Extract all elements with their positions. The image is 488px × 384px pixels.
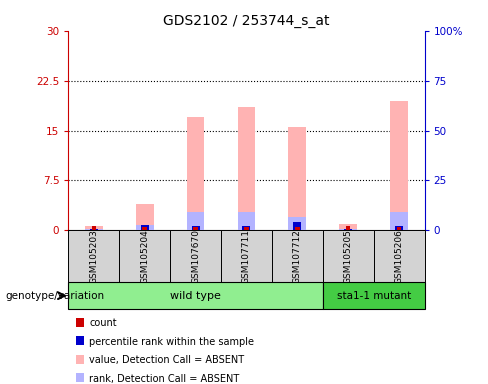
Bar xyxy=(397,227,401,230)
Bar xyxy=(136,225,154,230)
Bar xyxy=(92,227,96,230)
Bar xyxy=(238,107,255,230)
Bar xyxy=(238,212,255,230)
Bar xyxy=(323,230,374,282)
Bar xyxy=(186,117,204,230)
Bar xyxy=(346,227,350,230)
Text: GSM107711: GSM107711 xyxy=(242,229,251,284)
Bar xyxy=(141,225,149,230)
Bar xyxy=(344,229,352,230)
Title: GDS2102 / 253744_s_at: GDS2102 / 253744_s_at xyxy=(163,14,330,28)
Bar xyxy=(186,212,204,230)
Text: GSM107712: GSM107712 xyxy=(293,229,302,284)
Bar xyxy=(136,204,154,230)
Bar xyxy=(288,217,306,230)
Text: GSM107670: GSM107670 xyxy=(191,229,200,284)
Bar xyxy=(244,227,249,230)
Bar xyxy=(323,282,425,309)
Text: sta1-1 mutant: sta1-1 mutant xyxy=(337,291,411,301)
Text: value, Detection Call = ABSENT: value, Detection Call = ABSENT xyxy=(89,355,244,365)
Bar xyxy=(288,127,306,230)
Bar xyxy=(90,229,98,230)
Bar xyxy=(272,230,323,282)
Text: percentile rank within the sample: percentile rank within the sample xyxy=(89,337,254,347)
Text: wild type: wild type xyxy=(170,291,221,301)
Bar xyxy=(192,226,200,230)
Bar xyxy=(339,229,357,230)
Text: genotype/variation: genotype/variation xyxy=(5,291,104,301)
Bar xyxy=(142,227,147,230)
Bar xyxy=(68,282,323,309)
Bar xyxy=(390,101,408,230)
Bar xyxy=(339,224,357,230)
Bar xyxy=(390,212,408,230)
Text: GSM105203: GSM105203 xyxy=(89,229,98,284)
Bar xyxy=(243,226,250,230)
Bar xyxy=(193,227,198,230)
Bar xyxy=(221,230,272,282)
Bar xyxy=(68,230,119,282)
Bar xyxy=(295,227,300,230)
Bar xyxy=(119,230,170,282)
Bar xyxy=(293,222,301,230)
Text: count: count xyxy=(89,318,117,328)
Bar xyxy=(170,230,221,282)
Text: GSM105204: GSM105204 xyxy=(140,229,149,284)
Text: rank, Detection Call = ABSENT: rank, Detection Call = ABSENT xyxy=(89,374,240,384)
Bar xyxy=(85,226,102,230)
Bar xyxy=(395,226,403,230)
Bar xyxy=(374,230,425,282)
Text: GSM105205: GSM105205 xyxy=(344,229,353,284)
Bar xyxy=(85,229,102,230)
Text: GSM105206: GSM105206 xyxy=(395,229,404,284)
